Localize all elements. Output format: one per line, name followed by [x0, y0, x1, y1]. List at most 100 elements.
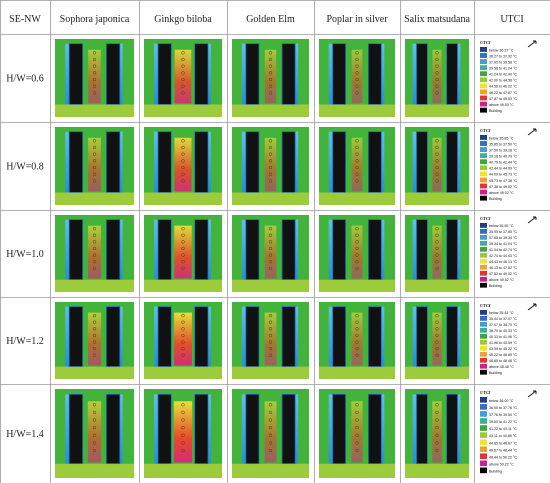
legend-label: 46.22 to 47.87 °C [489, 91, 517, 95]
canyon-plume [432, 401, 442, 463]
tree-marker [92, 165, 97, 170]
tree-marker [268, 57, 273, 62]
building-right [194, 306, 209, 368]
legend-swatch [480, 177, 487, 183]
tree-marker [268, 266, 273, 270]
legend-swatch [480, 135, 487, 140]
tree-marker [92, 253, 97, 257]
tree-marker [92, 139, 97, 143]
tree-markers [435, 51, 439, 95]
shade-right [205, 394, 211, 464]
legend-swatch [480, 460, 487, 467]
legend-label: below 35.85 °C [489, 136, 514, 140]
tree-marker [435, 320, 439, 324]
ground-warm-band [405, 463, 469, 478]
building-right [367, 393, 382, 465]
building-right [367, 43, 382, 105]
ground-warm-band [144, 463, 222, 478]
legend-label: 35.85 to 37.50 °C [489, 142, 517, 146]
legend-label: 40.79 to 42.44 °C [489, 161, 517, 165]
legend-label: 41.96 to 43.59 °C [489, 341, 517, 345]
tree-marker [92, 448, 97, 453]
canyon-plume [174, 225, 192, 279]
legend-swatch [480, 71, 487, 77]
legend-swatch [480, 315, 487, 321]
tree-marker [355, 84, 359, 88]
legend-building-label: Building [489, 284, 502, 288]
tree-marker [268, 418, 273, 422]
shade-right [379, 219, 385, 280]
tree-marker [181, 71, 185, 75]
tree-marker [92, 159, 97, 163]
legend-label: 39.58 to 41.24 °C [489, 66, 517, 70]
ground-warm-band [55, 279, 134, 292]
tree-marker [181, 347, 185, 351]
canyon-plume [87, 312, 102, 366]
legend-label: 47.38 to 49.02 °C [489, 185, 517, 189]
tree-markers [355, 313, 359, 357]
tree-marker [355, 145, 359, 150]
row-label: H/W=0.8 [6, 162, 44, 173]
tree-marker [268, 172, 273, 176]
tree-marker [92, 233, 97, 237]
tree-marker [181, 165, 185, 170]
tree-marker [92, 353, 97, 357]
building-left [68, 306, 84, 368]
legend-swatch [480, 397, 487, 403]
legend-swatch [480, 276, 487, 282]
tree-marker [92, 410, 97, 415]
legend-swatch [480, 89, 487, 95]
legend-label: 47.87 to 49.53 °C [489, 97, 517, 101]
building-left [157, 131, 172, 193]
tree-marker [435, 71, 439, 75]
tree-marker [268, 77, 273, 82]
tree-marker [435, 233, 439, 237]
tree-marker [268, 433, 273, 437]
legend-swatch [480, 246, 487, 252]
legend-building-label: Building [489, 197, 502, 201]
header-corner: SE-NW [9, 14, 41, 25]
tree-markers [355, 51, 359, 95]
tree-marker [181, 320, 185, 324]
tree-marker [268, 84, 273, 88]
tree-marker [435, 433, 439, 437]
tree-marker [355, 327, 359, 331]
tree-marker [181, 179, 185, 183]
tree-marker [181, 233, 185, 237]
building-right [367, 219, 382, 281]
tree-marker [181, 253, 185, 257]
shade-right [293, 394, 299, 464]
ground-warm-band [232, 104, 309, 117]
legend-building-label: Building [489, 469, 502, 473]
building-left [157, 43, 172, 105]
legend-swatch [480, 47, 487, 52]
tree-marker [268, 441, 273, 445]
building-right [281, 131, 296, 193]
header-species: Golden Elm [246, 14, 295, 25]
tree-marker [181, 266, 185, 270]
tree-marker [355, 347, 359, 351]
tree-marker [92, 403, 97, 407]
ground-warm-band [144, 279, 222, 292]
utci-map [55, 215, 134, 292]
tree-marker [355, 441, 359, 445]
legend-label: 41.24 to 42.90 °C [489, 73, 517, 77]
legend-label: 35.95 to 37.65 °C [489, 230, 517, 234]
legend-label: 44.43 to 46.13 °C [489, 260, 517, 264]
legend-swatch [480, 95, 487, 101]
tree-markers [355, 226, 359, 270]
legend-label: 41.04 to 42.74 °C [489, 248, 517, 252]
legend-swatch [480, 83, 487, 89]
building-left [68, 43, 84, 105]
tree-marker [268, 152, 273, 156]
shade-right [205, 131, 211, 193]
tree-marker [181, 159, 185, 163]
utci-map [55, 127, 134, 205]
tree-marker [268, 410, 273, 415]
building-right [446, 393, 458, 465]
tree-marker [268, 91, 273, 95]
legend-label: 48.44 to 50.22 °C [489, 455, 517, 459]
